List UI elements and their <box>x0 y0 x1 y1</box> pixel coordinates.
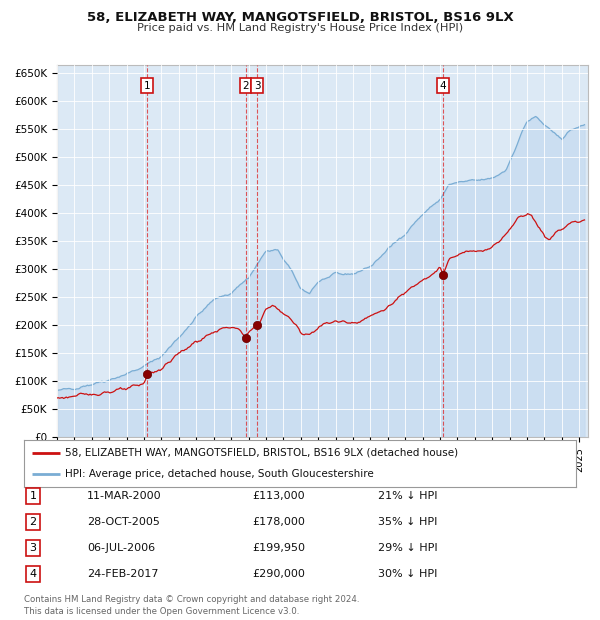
Text: 58, ELIZABETH WAY, MANGOTSFIELD, BRISTOL, BS16 9LX: 58, ELIZABETH WAY, MANGOTSFIELD, BRISTOL… <box>86 11 514 24</box>
Text: 3: 3 <box>254 81 260 91</box>
Text: 1: 1 <box>144 81 151 91</box>
Text: Price paid vs. HM Land Registry's House Price Index (HPI): Price paid vs. HM Land Registry's House … <box>137 23 463 33</box>
Text: 4: 4 <box>29 569 37 579</box>
Text: 24-FEB-2017: 24-FEB-2017 <box>87 569 158 579</box>
Text: £199,950: £199,950 <box>252 543 305 553</box>
Text: 2: 2 <box>242 81 249 91</box>
Text: 06-JUL-2006: 06-JUL-2006 <box>87 543 155 553</box>
Text: 35% ↓ HPI: 35% ↓ HPI <box>378 517 437 527</box>
Text: 3: 3 <box>29 543 37 553</box>
Text: 2: 2 <box>29 517 37 527</box>
Text: 29% ↓ HPI: 29% ↓ HPI <box>378 543 437 553</box>
Text: 11-MAR-2000: 11-MAR-2000 <box>87 491 161 501</box>
Text: £290,000: £290,000 <box>252 569 305 579</box>
Text: HPI: Average price, detached house, South Gloucestershire: HPI: Average price, detached house, Sout… <box>65 469 374 479</box>
Text: £178,000: £178,000 <box>252 517 305 527</box>
Text: £113,000: £113,000 <box>252 491 305 501</box>
Text: 21% ↓ HPI: 21% ↓ HPI <box>378 491 437 501</box>
Text: 30% ↓ HPI: 30% ↓ HPI <box>378 569 437 579</box>
Text: Contains HM Land Registry data © Crown copyright and database right 2024.
This d: Contains HM Land Registry data © Crown c… <box>24 595 359 616</box>
Text: 4: 4 <box>439 81 446 91</box>
Text: 1: 1 <box>29 491 37 501</box>
Text: 28-OCT-2005: 28-OCT-2005 <box>87 517 160 527</box>
Text: 58, ELIZABETH WAY, MANGOTSFIELD, BRISTOL, BS16 9LX (detached house): 58, ELIZABETH WAY, MANGOTSFIELD, BRISTOL… <box>65 448 458 458</box>
